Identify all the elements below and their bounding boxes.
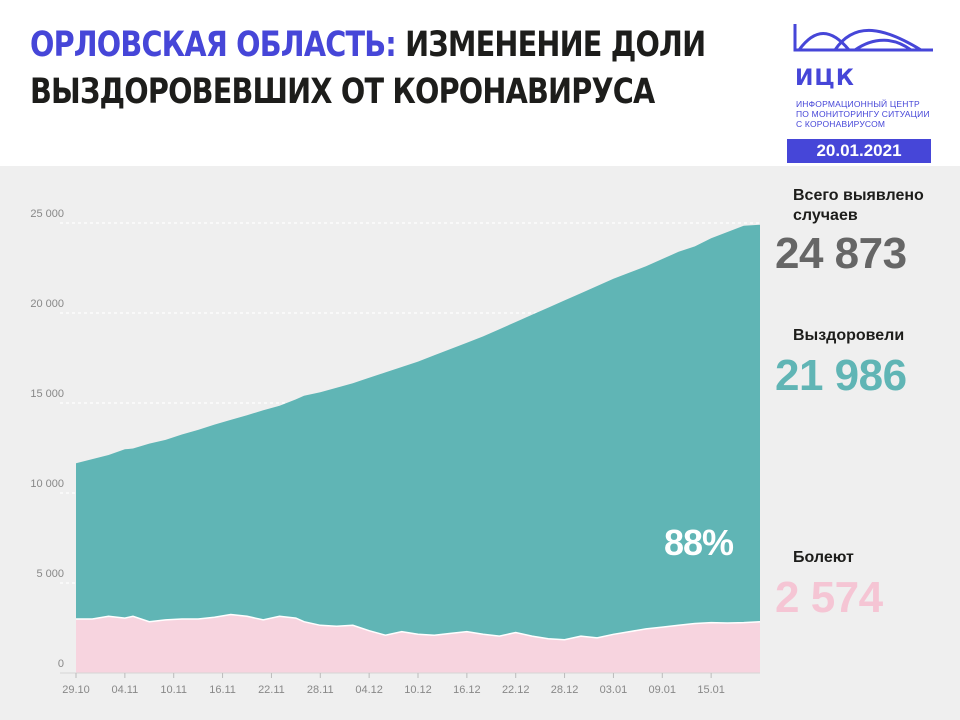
recovered-value: 21 986 [775,351,907,400]
recovered-label: Выздоровели [793,327,905,344]
logo-icon [793,24,933,52]
y-tick-label: 5 000 [36,568,64,580]
x-tick-label: 22.12 [502,684,530,696]
x-tick-label: 16.12 [453,684,481,696]
y-tick-label: 25 000 [30,208,64,220]
logo-caption-line: ИНФОРМАЦИОННЫЙ ЦЕНТР [796,99,920,109]
logo-caption-line: ПО МОНИТОРИНГУ СИТУАЦИИ [796,109,930,119]
x-tick-label: 22.11 [258,684,285,696]
logo-caption-line: С КОРОНАВИРУСОМ [796,119,886,129]
x-tick-label: 04.12 [355,684,383,696]
chart-panel: 0 5 000 10 000 15 000 20 000 25 000 29.10 04.11… [0,166,960,720]
x-tick-label: 04.11 [111,684,138,696]
x-tick-label: 10.11 [160,684,187,696]
x-tick-label: 15.01 [697,684,725,696]
page-title: ОРЛОВСКАЯ ОБЛАСТЬ: ИЗМЕНЕНИЕ ДОЛИ ВЫЗДОР… [30,22,706,116]
x-tick-label: 09.01 [649,684,677,696]
title-region: ОРЛОВСКАЯ ОБЛАСТЬ: [30,25,397,65]
y-tick-label: 20 000 [30,298,64,310]
y-tick-label: 0 [58,658,64,670]
sick-label: Болеют [793,549,854,566]
x-tick-label: 10.12 [404,684,432,696]
total-cases-value: 24 873 [775,229,907,278]
total-cases-label-line: Всего выявлено [793,187,924,204]
x-tick-label: 28.12 [551,684,579,696]
logo-abbreviation: ИЦК [795,66,855,91]
title-part-2: ВЫЗДОРОВЕВШИХ ОТ КОРОНАВИРУСА [30,72,655,112]
logo-caption: ИНФОРМАЦИОННЫЙ ЦЕНТР ПО МОНИТОРИНГУ СИТУ… [796,99,956,129]
x-tick-label: 28.11 [307,684,334,696]
recovered-area [76,224,760,640]
x-tick-label: 03.01 [600,684,628,696]
total-cases-label: Всего выявлено случаев [793,186,924,226]
total-cases-label-line: случаев [793,207,858,224]
y-tick-label: 15 000 [30,388,64,400]
x-tick-label: 16.11 [209,684,236,696]
sick-value: 2 574 [775,573,883,622]
x-tick-label: 29.10 [62,684,90,696]
header: ОРЛОВСКАЯ ОБЛАСТЬ: ИЗМЕНЕНИЕ ДОЛИ ВЫЗДОР… [0,0,960,166]
sick-boundary-line [76,613,761,641]
recovered-percent-label: 88% [664,522,734,563]
y-tick-label: 10 000 [30,478,64,490]
area-chart: 0 5 000 10 000 15 000 20 000 25 000 29.10 04.11… [30,208,761,696]
sick-area [76,614,760,673]
date-badge: 20.01.2021 [787,139,931,163]
title-part-1: ИЗМЕНЕНИЕ ДОЛИ [395,25,706,65]
